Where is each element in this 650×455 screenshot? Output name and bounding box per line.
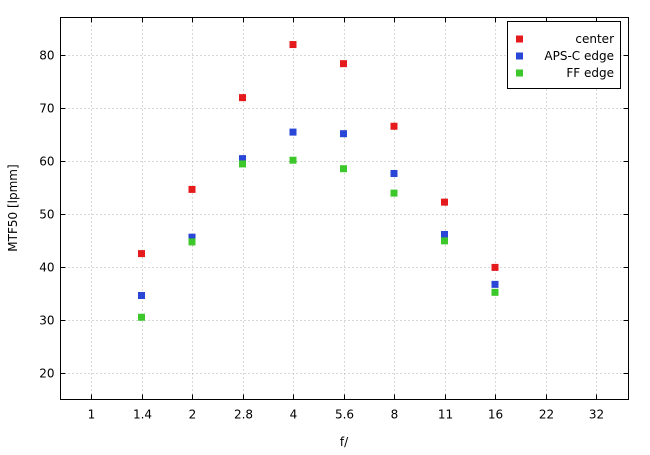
legend-marker <box>516 35 523 43</box>
legend-marker <box>516 69 523 77</box>
x-axis-label: f/ <box>340 435 349 449</box>
x-tick-label: 4 <box>290 408 298 422</box>
legend-label: APS-C edge <box>544 49 614 63</box>
data-point <box>441 237 448 245</box>
y-tick-label: 40 <box>39 261 54 275</box>
data-point <box>441 230 448 238</box>
x-tick-label: 32 <box>589 408 604 422</box>
y-tick-label: 70 <box>39 102 54 116</box>
data-point <box>289 41 297 49</box>
data-point <box>390 122 398 130</box>
series-aps-c-edge <box>138 128 499 300</box>
legend-box <box>507 21 621 89</box>
y-tick-labels: 20 30 40 50 60 70 80 <box>39 49 54 381</box>
y-tick-label: 50 <box>39 208 54 222</box>
data-point <box>289 128 297 136</box>
axis-ticks <box>60 17 629 400</box>
grid-lines <box>60 17 629 400</box>
data-point <box>239 155 246 163</box>
data-point <box>138 313 145 321</box>
x-tick-label: 2 <box>189 408 197 422</box>
data-point <box>491 280 499 288</box>
data-point <box>340 165 347 173</box>
legend: center APS-C edge FF edge <box>507 21 621 89</box>
data-point <box>188 238 196 246</box>
data-point <box>491 263 499 271</box>
x-tick-label: 1 <box>88 408 96 422</box>
x-tick-label: 5.6 <box>335 408 354 422</box>
data-point <box>188 233 196 241</box>
data-point <box>340 60 347 68</box>
x-tick-label: 11 <box>438 408 453 422</box>
data-point <box>390 189 398 197</box>
x-tick-labels: 1 1.4 2 2.8 4 5.6 8 11 16 22 32 <box>88 408 604 422</box>
legend-label: center <box>575 32 614 46</box>
x-tick-label: 22 <box>539 408 554 422</box>
data-point <box>390 169 398 177</box>
x-tick-label: 1.4 <box>133 408 152 422</box>
data-point <box>340 130 347 138</box>
legend-marker <box>516 52 523 60</box>
x-tick-label: 8 <box>391 408 399 422</box>
data-point <box>138 292 145 300</box>
data-points <box>138 41 499 321</box>
series-center <box>138 41 499 271</box>
x-tick-label: 16 <box>488 408 503 422</box>
y-tick-label: 60 <box>39 155 54 169</box>
data-point <box>441 198 448 206</box>
y-tick-label: 80 <box>39 49 54 63</box>
data-point <box>289 156 297 164</box>
x-tick-label: 2.8 <box>234 408 253 422</box>
legend-label: FF edge <box>566 66 614 80</box>
data-point <box>491 288 499 296</box>
y-tick-label: 30 <box>39 314 54 328</box>
data-point <box>239 160 246 168</box>
y-axis-label: MTF50 [lpmm] <box>6 164 20 251</box>
data-point <box>138 250 145 258</box>
data-point <box>239 94 246 102</box>
series-ff-edge <box>138 156 499 321</box>
y-tick-label: 20 <box>39 367 54 381</box>
data-point <box>188 185 196 193</box>
